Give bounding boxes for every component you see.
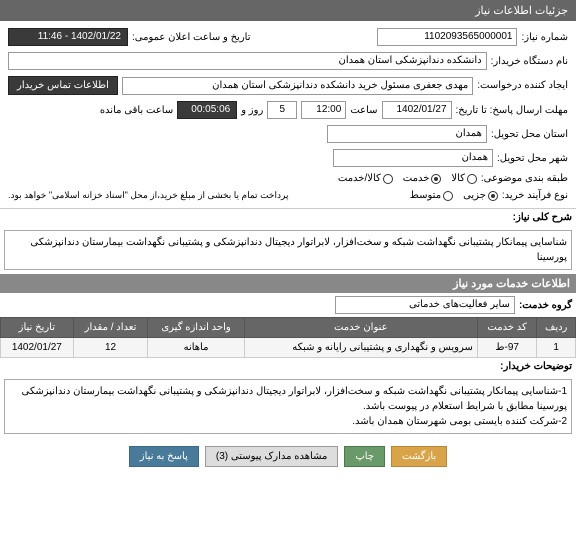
buyer-notes-box: 1-شناسایی پیمانکار پشتیبانی نگهداشت شبکه… xyxy=(4,379,572,434)
countdown-field: 00:05:06 xyxy=(177,101,237,119)
cell-row: 1 xyxy=(537,338,576,358)
back-button[interactable]: بازگشت xyxy=(391,446,447,467)
deadline-date-field: 1402/01/27 xyxy=(382,101,452,119)
col-title: عنوان خدمت xyxy=(244,318,477,338)
buyer-dept-field: دانشکده دندانپزشکی استان همدان xyxy=(8,52,487,70)
buy-process-radios: جزیی متوسط xyxy=(410,190,498,201)
subject-both-radio[interactable]: کالا/خدمت xyxy=(338,173,393,184)
print-button[interactable]: چاپ xyxy=(344,446,385,467)
deadline-time-field: 12:00 xyxy=(301,101,346,119)
delivery-city-label: شهر محل تحویل: xyxy=(497,153,568,164)
announce-date-field: 1402/01/22 - 11:46 xyxy=(8,28,128,46)
docs-button[interactable]: مشاهده مدارک پیوستی (3) xyxy=(205,446,339,467)
requester-field: مهدی جعفری مسئول خرید دانشکده دندانپزشکی… xyxy=(122,77,473,95)
desc-row: شرح کلی نیاز: xyxy=(0,209,576,226)
info-section: شماره نیاز: 1102093565000001 تاریخ و ساع… xyxy=(0,21,576,209)
buy-medium-radio[interactable]: متوسط xyxy=(410,190,453,201)
delivery-city-field: همدان xyxy=(333,149,493,167)
deadline-time-label: ساعت xyxy=(350,105,377,116)
cell-unit: ماهانه xyxy=(148,338,244,358)
delivery-province-label: استان محل تحویل: xyxy=(491,129,568,140)
remaining-label: ساعت باقی مانده xyxy=(100,105,173,116)
subject-group-radios: کالا خدمت کالا/خدمت xyxy=(338,173,477,184)
group-label: گروه خدمت: xyxy=(519,300,572,311)
col-date: تاریخ نیاز xyxy=(1,318,74,338)
services-header: اطلاعات خدمات مورد نیاز xyxy=(0,274,576,293)
buy-process-label: نوع فرآیند خرید: xyxy=(502,190,568,201)
buyer-dept-label: نام دستگاه خریدار: xyxy=(491,56,568,67)
page-title: جزئیات اطلاعات نیاز xyxy=(475,5,568,17)
services-table: ردیف کد خدمت عنوان خدمت واحد اندازه گیری… xyxy=(0,317,576,358)
contact-button[interactable]: اطلاعات تماس خریدار xyxy=(8,76,118,95)
subject-service-radio[interactable]: خدمت xyxy=(403,173,442,184)
footer-buttons: بازگشت چاپ مشاهده مدارک پیوستی (3) پاسخ … xyxy=(0,438,576,475)
cell-title: سرویس و نگهداری و پشتیبانی رایانه و شبکه xyxy=(244,338,477,358)
req-no-label: شماره نیاز: xyxy=(521,32,568,43)
group-value-field: سایر فعالیت‌های خدماتی xyxy=(335,296,515,314)
col-row: ردیف xyxy=(537,318,576,338)
buyer-note-2: 2-شرکت کننده بایستی بومی شهرستان همدان ب… xyxy=(9,414,567,429)
cell-date: 1402/01/27 xyxy=(1,338,74,358)
days-label: روز و xyxy=(241,105,263,116)
col-unit: واحد اندازه گیری xyxy=(148,318,244,338)
table-row: 1 97-ط سرویس و نگهداری و پشتیبانی رایانه… xyxy=(1,338,576,358)
col-code: کد خدمت xyxy=(477,318,537,338)
col-qty: تعداد / مقدار xyxy=(73,318,148,338)
subject-goods-radio[interactable]: کالا xyxy=(451,173,477,184)
desc-box: شناسایی پیمانکار پشتیبانی نگهداشت شبکه و… xyxy=(4,230,572,270)
answer-button[interactable]: پاسخ به نیاز xyxy=(129,446,199,467)
req-no-field: 1102093565000001 xyxy=(377,28,517,46)
cell-qty: 12 xyxy=(73,338,148,358)
days-field: 5 xyxy=(267,101,297,119)
buy-minor-radio[interactable]: جزیی xyxy=(463,190,498,201)
partial-note: پرداخت تمام یا بخشی از مبلغ خرید،از محل … xyxy=(8,190,288,201)
page-header: جزئیات اطلاعات نیاز xyxy=(0,0,576,21)
delivery-province-field: همدان xyxy=(327,125,487,143)
buyer-note-1: 1-شناسایی پیمانکار پشتیبانی نگهداشت شبکه… xyxy=(9,384,567,414)
announce-date-label: تاریخ و ساعت اعلان عمومی: xyxy=(132,32,251,43)
deadline-label: مهلت ارسال پاسخ: تا تاریخ: xyxy=(456,105,568,116)
subject-group-label: طبقه بندی موضوعی: xyxy=(481,173,568,184)
buyer-notes-label: توضیحات خریدار: xyxy=(500,361,572,372)
desc-title-label: شرح کلی نیاز: xyxy=(513,212,572,223)
requester-label: ایجاد کننده درخواست: xyxy=(477,80,568,91)
buyer-notes-row: توضیحات خریدار: xyxy=(0,358,576,375)
cell-code: 97-ط xyxy=(477,338,537,358)
